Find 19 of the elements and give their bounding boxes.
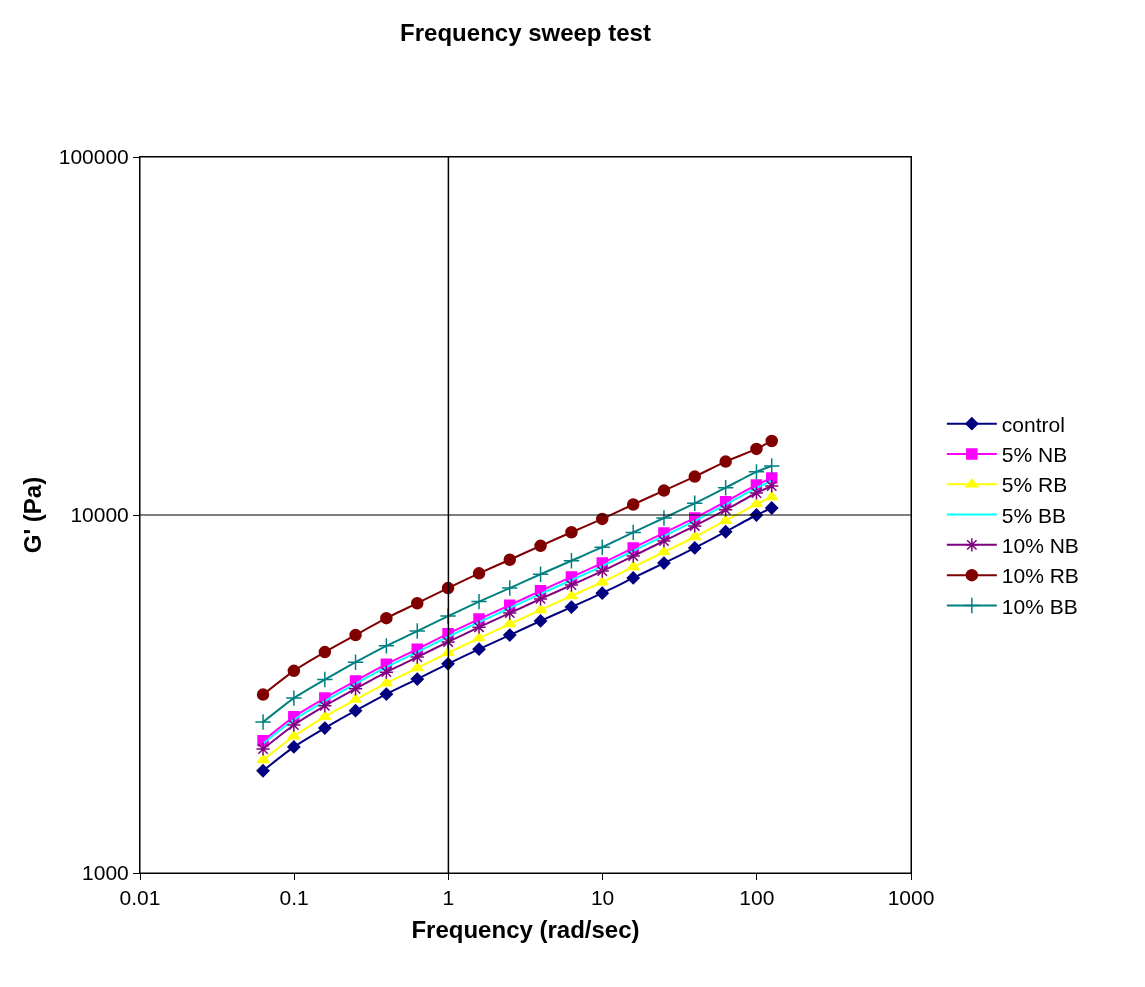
x-tick-label: 0.1 [279,886,309,910]
legend-label: 5% RB [1001,473,1068,497]
legend-label: 10% RB [1001,564,1079,588]
x-tick-label: 1000 [887,886,935,910]
x-tick-label: 1 [442,886,455,910]
chart-title: Frequency sweep test [400,19,651,47]
y-tick-label: 100000 [58,145,129,169]
legend-label: 5% NB [1001,443,1068,467]
y-tick-label: 10000 [70,503,129,527]
x-tick-label: 0.01 [119,886,161,910]
legend-label: control [1001,412,1065,436]
legend-label: 10% BB [1001,594,1078,618]
x-axis-title: Frequency (rad/sec) [411,915,640,943]
x-tick-label: 100 [739,886,775,910]
legend-label: 5% BB [1001,503,1067,527]
x-tick-label: 10 [590,886,615,910]
legend-label: 10% NB [1001,534,1079,558]
y-tick-label: 1000 [82,861,129,885]
y-axis-title: G' (Pa) [18,476,46,554]
